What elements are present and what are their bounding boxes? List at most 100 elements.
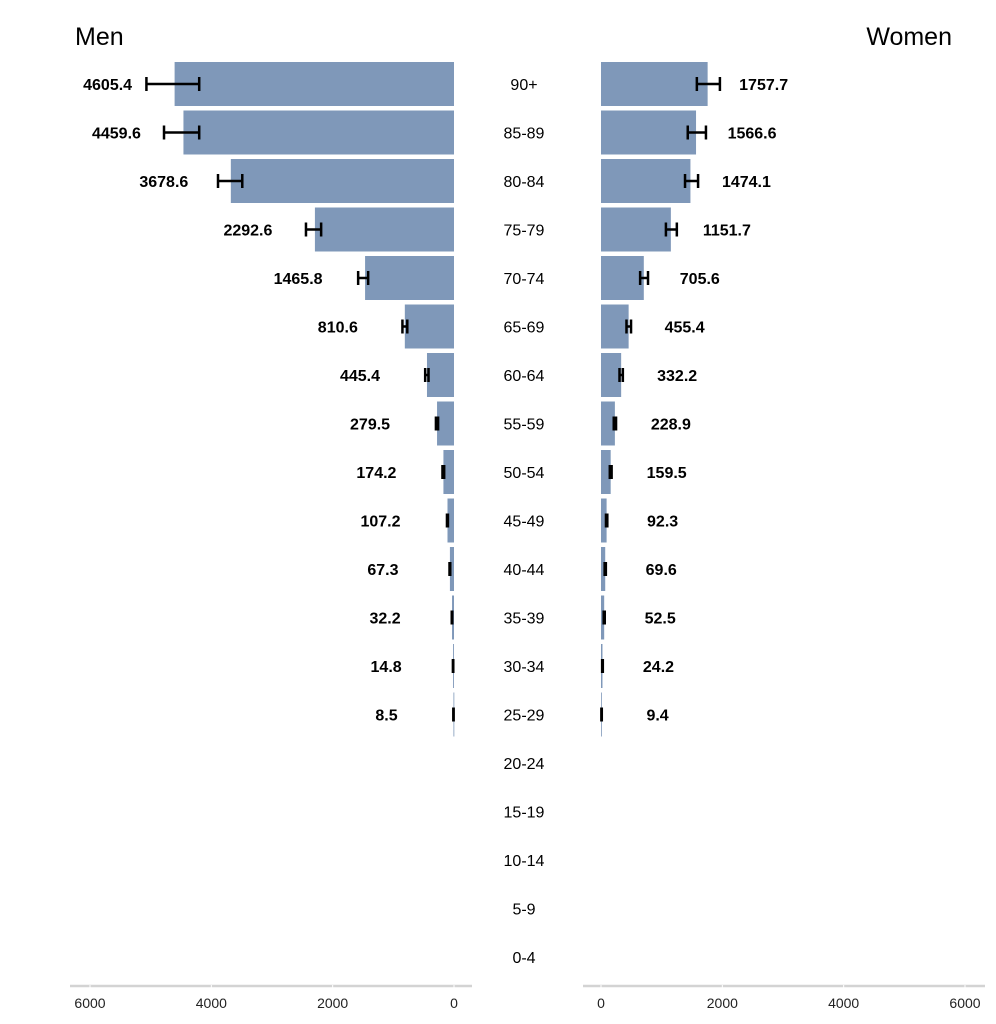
- error-bar: [162, 125, 201, 140]
- error-bar: [401, 319, 409, 334]
- age-group-label: 45-49: [504, 514, 545, 531]
- age-group-label: 0-4: [512, 950, 535, 967]
- error-bar: [445, 513, 450, 528]
- error-bar: [638, 271, 650, 285]
- error-bar: [423, 368, 430, 382]
- error-bar: [603, 562, 608, 576]
- data-label: 1151.7: [703, 223, 751, 240]
- age-group-label: 5-9: [512, 902, 535, 919]
- age-group-label: 25-29: [504, 708, 545, 725]
- men-panel-title: Men: [75, 23, 124, 51]
- data-label: 24.2: [643, 659, 674, 676]
- error-bar: [664, 222, 679, 237]
- error-bar: [304, 222, 323, 237]
- age-group-label: 30-34: [504, 659, 545, 676]
- x-tick-label: 6000: [949, 995, 980, 1011]
- men-bar: [426, 353, 454, 397]
- age-group-label: 90+: [510, 77, 537, 94]
- age-group-label: 70-74: [504, 271, 545, 288]
- data-label: 4605.4: [83, 77, 132, 94]
- data-label: 107.2: [360, 514, 400, 531]
- error-bar: [695, 77, 722, 91]
- men-bar: [174, 62, 455, 106]
- women-bar: [601, 110, 697, 155]
- error-bar: [602, 610, 607, 625]
- age-group-label: 80-84: [504, 174, 545, 191]
- age-group-label: 55-59: [504, 417, 545, 434]
- women-bar: [601, 401, 615, 446]
- men-bar: [183, 110, 454, 155]
- men-bar: [314, 207, 454, 252]
- women-bar: [601, 207, 671, 252]
- data-label: 445.4: [340, 368, 380, 385]
- age-group-label: 15-19: [504, 805, 545, 822]
- data-label: 8.5: [375, 708, 397, 725]
- women-bar: [601, 304, 629, 349]
- x-tick-label: 0: [450, 995, 458, 1011]
- error-bar: [625, 319, 633, 334]
- x-tick-label: 0: [597, 995, 605, 1011]
- data-label: 174.2: [356, 465, 396, 482]
- data-label: 32.2: [369, 611, 400, 628]
- error-bar: [145, 77, 201, 91]
- data-label: 69.6: [646, 562, 677, 579]
- data-label: 1474.1: [722, 174, 771, 191]
- data-label: 332.2: [657, 368, 697, 385]
- data-label: 14.8: [371, 659, 402, 676]
- age-group-label: 20-24: [504, 756, 545, 773]
- data-label: 1566.6: [728, 126, 777, 143]
- age-group-label: 85-89: [504, 126, 545, 143]
- error-bar: [608, 465, 613, 479]
- error-bar: [604, 513, 609, 528]
- error-bar: [686, 125, 708, 140]
- data-label: 705.6: [680, 271, 720, 288]
- data-label: 455.4: [665, 320, 705, 337]
- x-tick-label: 4000: [828, 995, 859, 1011]
- data-label: 228.9: [651, 417, 691, 434]
- error-bar: [612, 416, 618, 431]
- x-tick-label: 2000: [317, 995, 348, 1011]
- error-bar: [441, 465, 446, 479]
- data-label: 4459.6: [92, 126, 141, 143]
- men-bar: [447, 498, 454, 543]
- data-label: 1757.7: [739, 77, 788, 94]
- data-label: 9.4: [646, 708, 668, 725]
- error-bar: [448, 562, 452, 576]
- age-group-label: 50-54: [504, 465, 545, 482]
- age-group-label: 60-64: [504, 368, 545, 385]
- women-bar: [601, 353, 622, 397]
- data-label: 159.5: [647, 465, 687, 482]
- x-tick-label: 2000: [707, 995, 738, 1011]
- x-tick-label: 6000: [74, 995, 105, 1011]
- age-group-label: 35-39: [504, 611, 545, 628]
- data-label: 67.3: [367, 562, 398, 579]
- women-panel-title: Women: [866, 23, 952, 51]
- data-label: 3678.6: [139, 174, 188, 191]
- data-label: 1465.8: [274, 271, 323, 288]
- men-bar: [404, 304, 454, 349]
- women-bar: [601, 159, 691, 203]
- men-bar: [449, 547, 454, 591]
- error-bar: [683, 174, 700, 188]
- data-label: 52.5: [645, 611, 676, 628]
- error-bar: [216, 174, 244, 188]
- error-bar: [618, 368, 625, 382]
- women-bar: [601, 256, 644, 300]
- x-tick-label: 4000: [196, 995, 227, 1011]
- women-bar: [601, 450, 611, 494]
- men-bar: [365, 256, 454, 300]
- age-group-label: 65-69: [504, 320, 545, 337]
- women-bar: [601, 498, 607, 543]
- age-group-label: 10-14: [504, 853, 545, 870]
- age-group-label: 40-44: [504, 562, 545, 579]
- error-bar: [356, 271, 370, 285]
- age-group-label: 75-79: [504, 223, 545, 240]
- error-bar: [434, 416, 440, 431]
- error-bar: [600, 659, 605, 673]
- men-bar: [437, 401, 454, 446]
- men-bar: [230, 159, 454, 203]
- data-label: 92.3: [647, 514, 678, 531]
- data-label: 810.6: [318, 320, 358, 337]
- data-label: 279.5: [350, 417, 390, 434]
